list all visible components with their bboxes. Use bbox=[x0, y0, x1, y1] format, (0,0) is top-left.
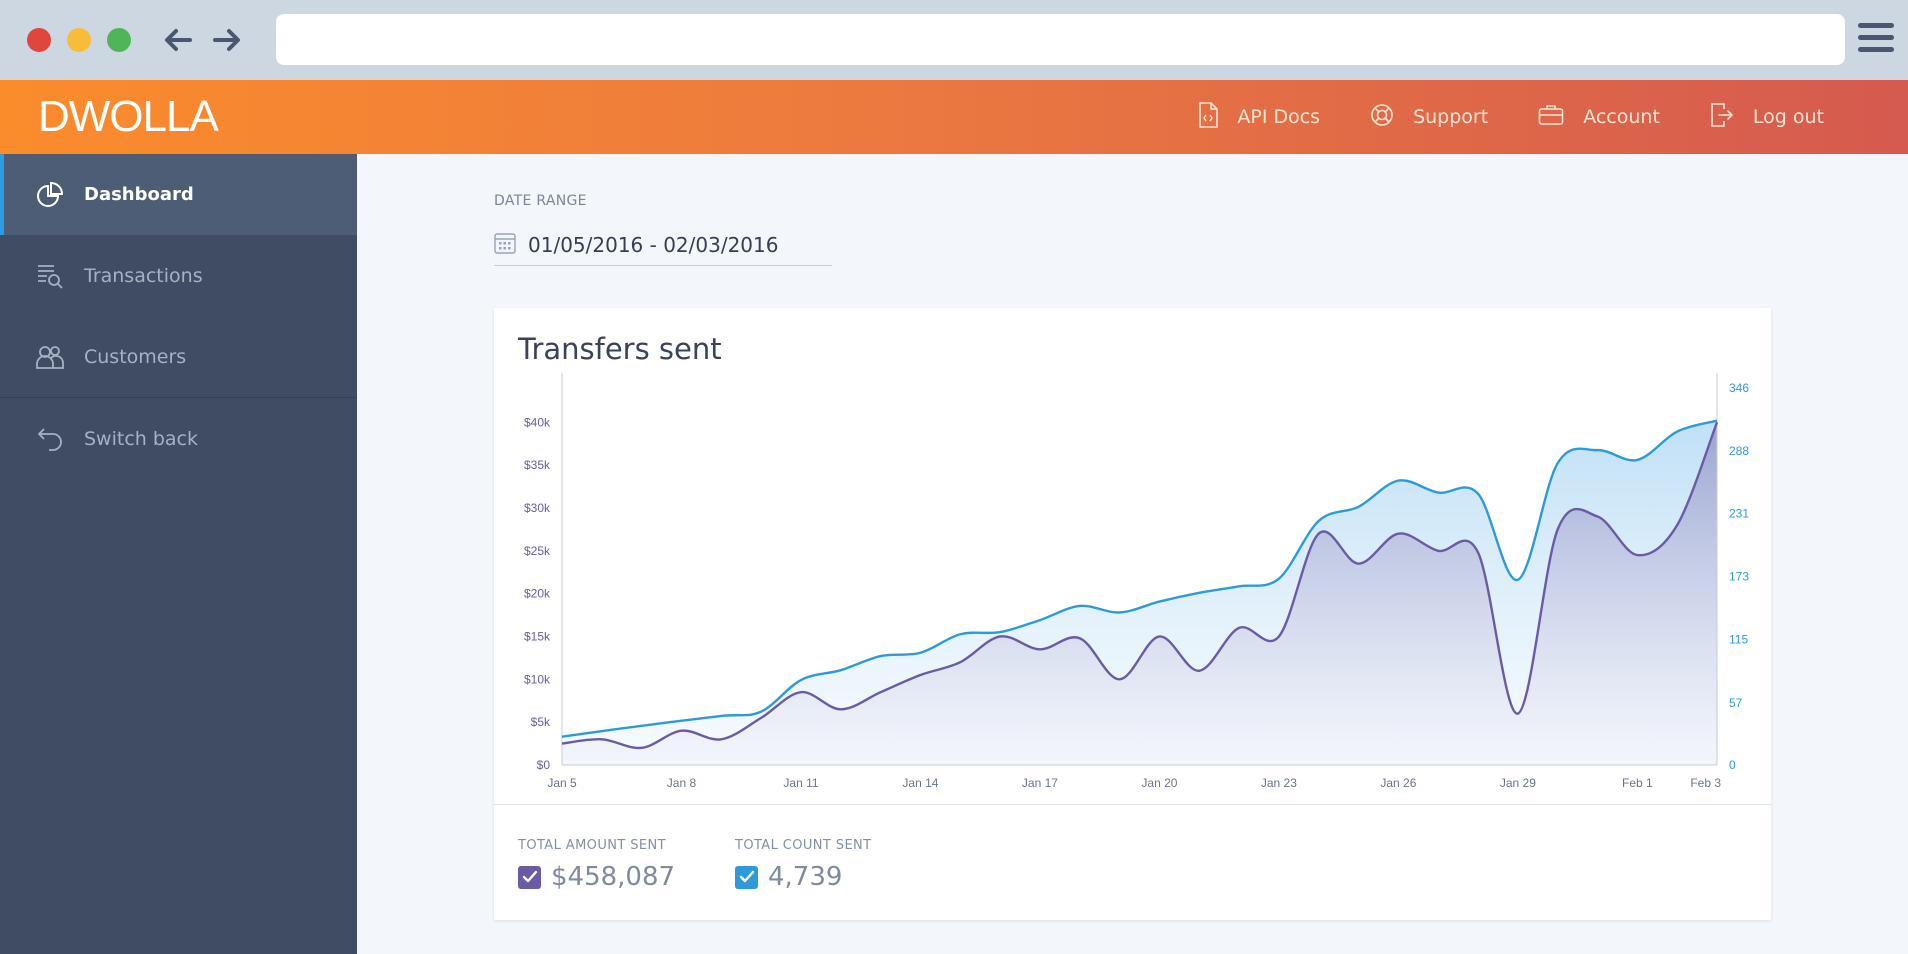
y-left-tick-label: $40k bbox=[524, 415, 551, 429]
x-tick-label: Jan 8 bbox=[667, 776, 697, 790]
app-header: DWOLLA API Docs Support Account Log out bbox=[0, 80, 1908, 154]
nav-label: Log out bbox=[1752, 106, 1824, 128]
sidebar-item-transactions[interactable]: Transactions bbox=[0, 235, 357, 316]
y-right-tick-label: 346 bbox=[1729, 381, 1749, 395]
y-left-tick-label: $15k bbox=[524, 629, 551, 643]
total-amount: TOTAL AMOUNT SENT $458,087 bbox=[518, 838, 675, 892]
maximize-window-button[interactable] bbox=[107, 28, 131, 52]
y-right-tick-label: 231 bbox=[1729, 506, 1749, 520]
x-tick-label: Jan 20 bbox=[1141, 776, 1177, 790]
forward-arrow-icon[interactable] bbox=[210, 23, 244, 57]
close-window-button[interactable] bbox=[27, 28, 51, 52]
back-arrow-icon[interactable] bbox=[161, 23, 195, 57]
total-count-label: TOTAL COUNT SENT bbox=[735, 838, 872, 853]
sidebar-item-label: Dashboard bbox=[84, 184, 194, 205]
total-count-value: 4,739 bbox=[768, 862, 843, 892]
x-tick-label: Jan 14 bbox=[902, 776, 938, 790]
total-amount-label: TOTAL AMOUNT SENT bbox=[518, 838, 666, 853]
card-divider bbox=[494, 804, 1771, 805]
list-search-icon bbox=[35, 261, 65, 291]
sidebar-item-dashboard[interactable]: Dashboard bbox=[0, 154, 357, 235]
x-tick-label: Feb 3 bbox=[1690, 776, 1721, 790]
pie-chart-icon bbox=[35, 180, 65, 210]
transfers-chart: $0 $5k $10k $15k $20k $25k $30k $35k $40k 0 57 115 1… bbox=[524, 373, 1749, 790]
y-left-tick-label: $20k bbox=[524, 587, 551, 601]
undo-icon bbox=[35, 424, 65, 454]
y-right-tick-label: 173 bbox=[1729, 570, 1749, 584]
users-icon bbox=[35, 342, 65, 372]
briefcase-icon bbox=[1538, 104, 1583, 131]
amount-series-line bbox=[561, 421, 1719, 750]
logout-icon bbox=[1710, 102, 1753, 133]
x-tick-label: Feb 1 bbox=[1622, 776, 1653, 790]
amount-area bbox=[562, 422, 1717, 765]
nav-label: Support bbox=[1413, 106, 1489, 128]
amount-series-checkbox[interactable] bbox=[518, 865, 541, 889]
date-range-label: DATE RANGE bbox=[494, 193, 587, 209]
y-left-tick-label: $10k bbox=[524, 672, 551, 686]
x-tick-label: Jan 17 bbox=[1022, 776, 1058, 790]
chart-title: Transfers sent bbox=[518, 332, 722, 366]
nav-support[interactable]: Support bbox=[1370, 103, 1488, 132]
x-tick-label: Jan 11 bbox=[783, 776, 818, 790]
nav-account[interactable]: Account bbox=[1538, 104, 1660, 131]
hamburger-menu-icon[interactable] bbox=[1858, 23, 1894, 57]
sidebar-item-customers[interactable]: Customers bbox=[0, 316, 357, 397]
y-left-tick-label: $0 bbox=[537, 758, 551, 772]
sidebar-item-label: Transactions bbox=[84, 264, 203, 287]
date-range-input[interactable]: 01/05/2016 - 02/03/2016 bbox=[494, 224, 832, 266]
sidebar-item-switch-back[interactable]: Switch back bbox=[0, 398, 357, 479]
nav-logout[interactable]: Log out bbox=[1710, 102, 1824, 133]
browser-chrome bbox=[0, 0, 1908, 80]
sidebar: Dashboard Transactions Customers Switch … bbox=[0, 154, 357, 954]
calendar-icon bbox=[494, 232, 528, 258]
dwolla-logo[interactable]: DWOLLA bbox=[38, 92, 219, 141]
y-left-tick-label: $30k bbox=[524, 501, 551, 515]
y-left-tick-label: $25k bbox=[524, 544, 551, 558]
y-right-tick-label: 57 bbox=[1729, 696, 1743, 710]
checkmark-icon bbox=[739, 870, 754, 883]
minimize-window-button[interactable] bbox=[67, 28, 91, 52]
x-tick-label: Jan 29 bbox=[1500, 776, 1536, 790]
y-right-tick-label: 0 bbox=[1729, 758, 1736, 772]
x-tick-label: Jan 23 bbox=[1261, 776, 1297, 790]
transfers-chart-card: Transfers sent $0 $5k $10k $15k $20k $25k $30k… bbox=[494, 308, 1771, 920]
nav-label: Account bbox=[1583, 106, 1660, 128]
y-left-tick-label: $35k bbox=[524, 458, 551, 472]
y-right-tick-label: 288 bbox=[1729, 444, 1749, 458]
y-left-tick-label: $5k bbox=[531, 715, 551, 729]
address-bar[interactable] bbox=[276, 14, 1845, 65]
total-count: TOTAL COUNT SENT 4,739 bbox=[735, 838, 872, 892]
date-range-value: 01/05/2016 - 02/03/2016 bbox=[528, 232, 779, 257]
lifebuoy-icon bbox=[1370, 103, 1413, 132]
total-amount-value: $458,087 bbox=[551, 862, 676, 892]
y-right-tick-label: 115 bbox=[1729, 633, 1748, 647]
nav-api-docs[interactable]: API Docs bbox=[1198, 101, 1321, 133]
sidebar-divider bbox=[0, 397, 357, 398]
nav-label: API Docs bbox=[1237, 106, 1321, 128]
sidebar-item-label: Customers bbox=[84, 345, 187, 368]
x-tick-label: Jan 26 bbox=[1380, 776, 1416, 790]
count-series-checkbox[interactable] bbox=[735, 865, 758, 889]
sidebar-item-label: Switch back bbox=[84, 427, 199, 450]
count-series-line bbox=[561, 419, 1718, 738]
checkmark-icon bbox=[522, 870, 537, 883]
document-icon bbox=[1198, 101, 1237, 133]
top-navigation: API Docs Support Account Log out bbox=[1148, 80, 1824, 154]
x-tick-label: Jan 5 bbox=[547, 776, 577, 790]
